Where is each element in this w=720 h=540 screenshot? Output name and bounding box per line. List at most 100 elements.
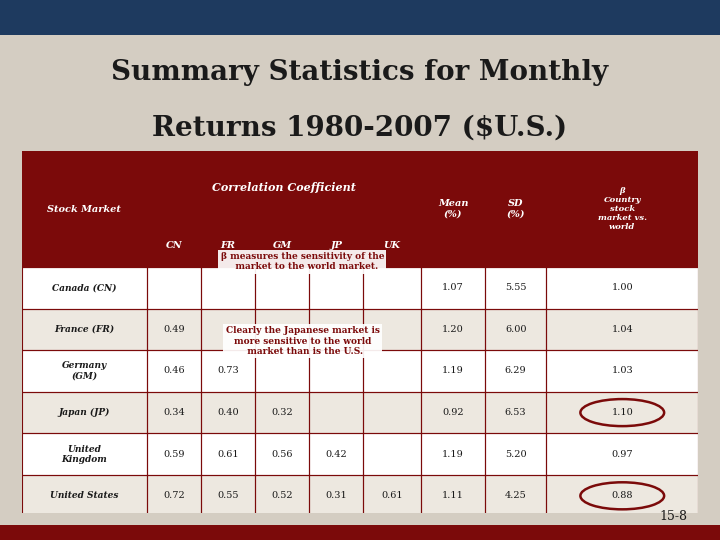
Bar [546, 267, 698, 308]
Text: 0.61: 0.61 [382, 491, 403, 501]
Bar [421, 267, 485, 308]
Bar [546, 308, 698, 350]
Text: 0.61: 0.61 [217, 450, 239, 458]
Text: 5.20: 5.20 [505, 450, 526, 458]
Bar [147, 434, 201, 475]
Text: 0.34: 0.34 [163, 408, 185, 417]
Text: Canada (CN): Canada (CN) [52, 284, 117, 292]
Bar [364, 224, 421, 267]
Text: 1.03: 1.03 [611, 367, 633, 375]
Text: Stock Market: Stock Market [48, 205, 121, 214]
Text: 1.04: 1.04 [611, 325, 633, 334]
Bar [546, 475, 698, 517]
Text: 0.40: 0.40 [217, 408, 239, 417]
Bar [364, 475, 421, 517]
Bar [364, 392, 421, 434]
Text: 0.49: 0.49 [163, 325, 185, 334]
Bar [255, 434, 309, 475]
Bar [201, 267, 255, 308]
Bar [147, 308, 201, 350]
Text: France (FR): France (FR) [54, 325, 114, 334]
Text: United States: United States [50, 491, 119, 501]
Text: 0.55: 0.55 [217, 491, 239, 501]
Bar [255, 350, 309, 392]
Bar [201, 224, 255, 267]
Bar [147, 267, 201, 308]
Text: 15-8: 15-8 [660, 510, 688, 523]
Bar [22, 434, 147, 475]
Text: 6.29: 6.29 [505, 367, 526, 375]
Bar [147, 151, 421, 224]
Bar [147, 224, 201, 267]
Bar [22, 267, 147, 308]
Bar [364, 308, 421, 350]
Text: Correlation Coefficient: Correlation Coefficient [212, 182, 356, 193]
Bar [22, 308, 147, 350]
Bar [22, 475, 147, 517]
Text: 6.00: 6.00 [505, 325, 526, 334]
Bar [546, 392, 698, 434]
Bar [421, 151, 485, 267]
Bar [485, 267, 546, 308]
Bar [310, 308, 364, 350]
Text: 0.46: 0.46 [163, 367, 185, 375]
Bar [201, 350, 255, 392]
Text: United
Kingdom: United Kingdom [61, 444, 107, 464]
Text: GM: GM [273, 241, 292, 250]
Text: CN: CN [166, 241, 182, 250]
Text: Clearly the Japanese market is
more sensitive to the world
  market than is the : Clearly the Japanese market is more sens… [225, 326, 379, 356]
Bar [485, 308, 546, 350]
Text: 5.55: 5.55 [505, 284, 526, 292]
Text: FR: FR [220, 241, 235, 250]
Text: 0.92: 0.92 [442, 408, 464, 417]
Bar [22, 350, 147, 392]
Text: 0.42: 0.42 [325, 450, 347, 458]
Text: 1.00: 1.00 [611, 284, 633, 292]
Bar [364, 350, 421, 392]
Text: UK: UK [384, 241, 400, 250]
Bar [310, 392, 364, 434]
Bar [147, 392, 201, 434]
Text: Summary Statistics for Monthly: Summary Statistics for Monthly [112, 59, 608, 86]
Bar [485, 392, 546, 434]
Bar [310, 267, 364, 308]
Bar [421, 308, 485, 350]
Text: 0.59: 0.59 [163, 450, 184, 458]
Text: 1.19: 1.19 [442, 450, 464, 458]
Bar [546, 350, 698, 392]
Bar [22, 392, 147, 434]
Bar [421, 350, 485, 392]
Bar [485, 350, 546, 392]
Bar [201, 475, 255, 517]
Bar [364, 434, 421, 475]
Text: 0.56: 0.56 [271, 450, 293, 458]
Bar [147, 350, 201, 392]
Bar [201, 434, 255, 475]
Text: 0.72: 0.72 [163, 491, 185, 501]
Text: 0.52: 0.52 [271, 491, 293, 501]
Bar [255, 267, 309, 308]
Text: 6.53: 6.53 [505, 408, 526, 417]
Text: β
Country
stock
market vs.
world: β Country stock market vs. world [598, 187, 647, 232]
Text: β measures the sensitivity of the
   market to the world market.: β measures the sensitivity of the market… [221, 252, 384, 271]
Text: 0.97: 0.97 [611, 450, 633, 458]
Text: 1.11: 1.11 [442, 491, 464, 501]
Text: Mean
(%): Mean (%) [438, 199, 468, 219]
Bar [22, 151, 147, 267]
Text: 0.73: 0.73 [217, 367, 239, 375]
Text: 4.25: 4.25 [505, 491, 526, 501]
Bar [255, 475, 309, 517]
Bar [485, 434, 546, 475]
Bar [546, 434, 698, 475]
Bar [421, 392, 485, 434]
Bar [255, 308, 309, 350]
Bar [255, 392, 309, 434]
Text: 1.19: 1.19 [442, 367, 464, 375]
Bar [485, 475, 546, 517]
Bar [485, 151, 546, 267]
Bar [201, 392, 255, 434]
Bar [310, 350, 364, 392]
Bar [364, 267, 421, 308]
Text: 1.20: 1.20 [442, 325, 464, 334]
Bar [546, 151, 698, 267]
